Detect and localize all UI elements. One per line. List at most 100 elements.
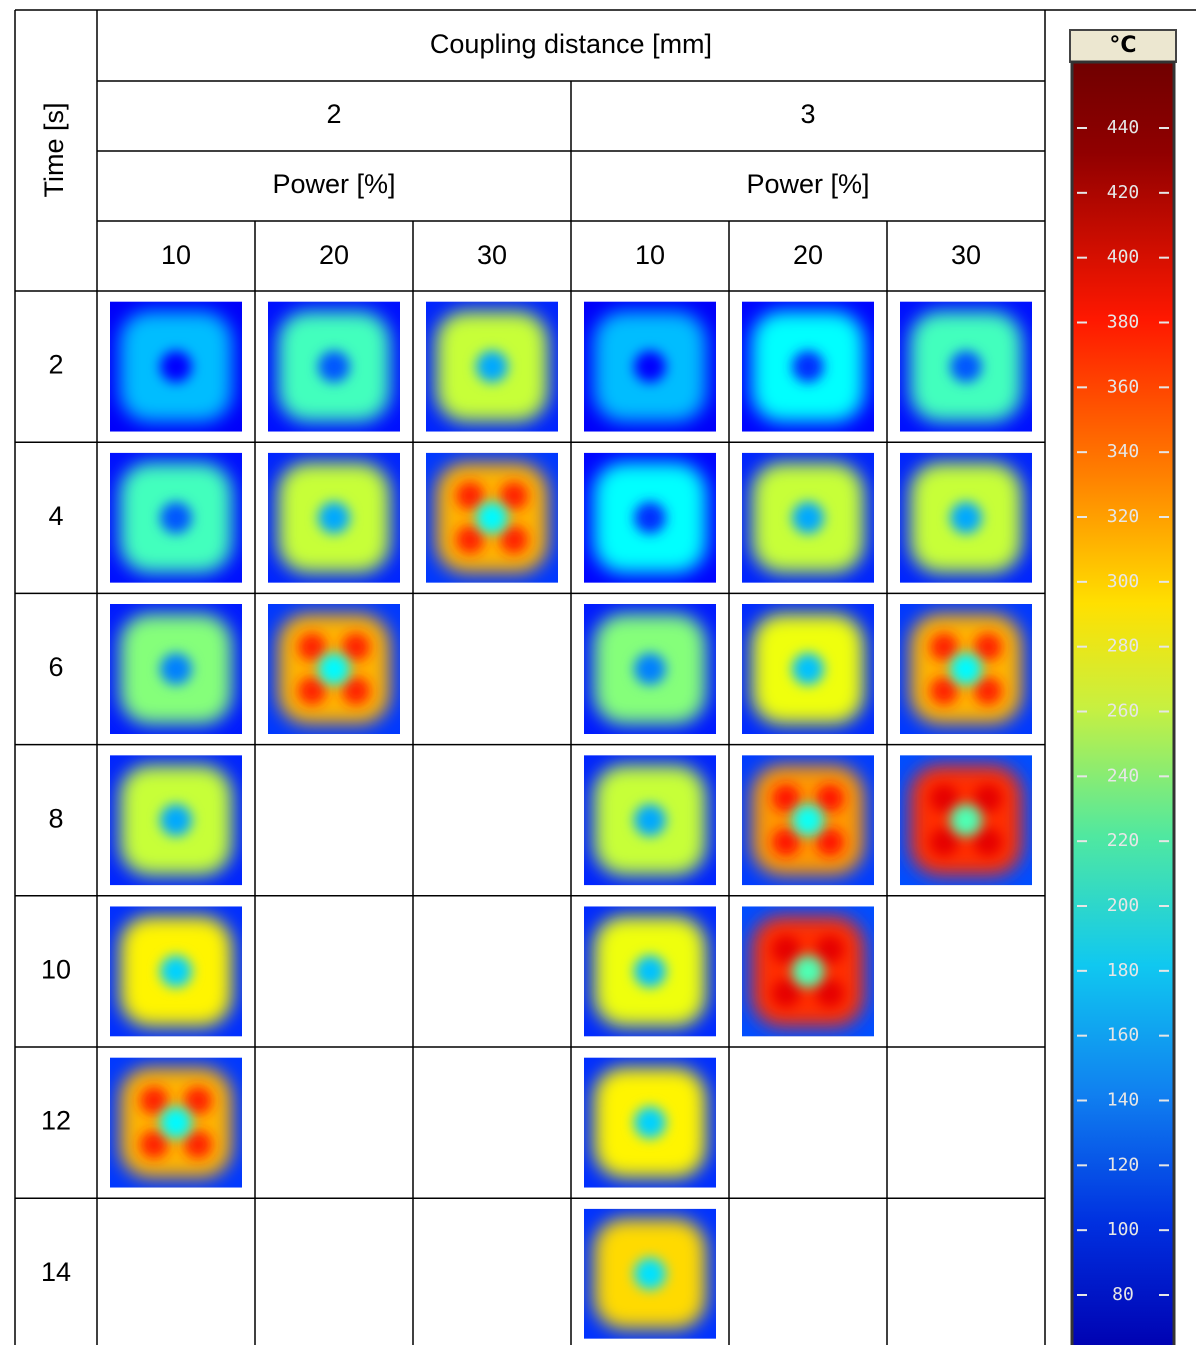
column-label: 20 bbox=[793, 240, 823, 270]
thermal-content bbox=[426, 302, 558, 432]
tick-label: 140 bbox=[1107, 1090, 1140, 1111]
thermal-image bbox=[268, 302, 400, 432]
tick-label: 440 bbox=[1107, 117, 1140, 138]
thermal-content bbox=[900, 755, 1032, 885]
hot-spot bbox=[930, 677, 958, 705]
thermal-content bbox=[268, 604, 400, 734]
thermal-image bbox=[110, 906, 242, 1036]
thermal-core bbox=[950, 653, 982, 685]
thermal-content bbox=[584, 1058, 716, 1188]
thermal-content bbox=[742, 906, 874, 1036]
row-label: 2 bbox=[48, 350, 63, 380]
thermal-core bbox=[476, 502, 508, 534]
thermal-image bbox=[742, 302, 874, 432]
hot-spot bbox=[772, 935, 800, 963]
row-axis-title: Time [s] bbox=[39, 102, 69, 197]
hot-spot bbox=[816, 828, 844, 856]
tick-label: 80 bbox=[1112, 1284, 1134, 1305]
thermal-image bbox=[900, 604, 1032, 734]
hot-spot bbox=[974, 784, 1002, 812]
thermal-content bbox=[900, 302, 1032, 432]
column-label: 10 bbox=[161, 240, 191, 270]
thermal-image bbox=[110, 453, 242, 583]
tick-label: 400 bbox=[1107, 247, 1140, 268]
hot-spot bbox=[456, 526, 484, 554]
group-subheader: Power [%] bbox=[746, 169, 869, 199]
thermal-core bbox=[160, 804, 192, 836]
thermal-core bbox=[792, 351, 824, 383]
row-label: 8 bbox=[48, 803, 63, 833]
thermal-image bbox=[900, 755, 1032, 885]
hot-spot bbox=[500, 482, 528, 510]
colorbar-unit: °C bbox=[1109, 33, 1136, 58]
group-subheader: Power [%] bbox=[272, 169, 395, 199]
thermal-image bbox=[742, 453, 874, 583]
thermal-core bbox=[318, 351, 350, 383]
thermal-core bbox=[318, 653, 350, 685]
hot-spot bbox=[500, 526, 528, 554]
tick-label: 100 bbox=[1107, 1219, 1140, 1240]
column-label: 10 bbox=[635, 240, 665, 270]
thermal-content bbox=[900, 604, 1032, 734]
thermal-core bbox=[950, 351, 982, 383]
thermal-content bbox=[584, 906, 716, 1036]
thermal-content bbox=[742, 453, 874, 583]
thermal-content bbox=[110, 302, 242, 432]
thermal-core bbox=[792, 955, 824, 987]
thermal-content bbox=[110, 453, 242, 583]
thermal-content bbox=[742, 302, 874, 432]
hot-spot bbox=[930, 784, 958, 812]
thermal-core bbox=[792, 502, 824, 534]
column-label: 20 bbox=[319, 240, 349, 270]
thermal-core bbox=[634, 1107, 666, 1139]
tick-label: 180 bbox=[1107, 960, 1140, 981]
thermal-image bbox=[584, 1209, 716, 1339]
thermal-core bbox=[160, 955, 192, 987]
page: {"header": {"row_axis": "Time [s]", "col… bbox=[0, 0, 1196, 1345]
hot-spot bbox=[816, 935, 844, 963]
hot-spot bbox=[456, 482, 484, 510]
thermal-image bbox=[110, 302, 242, 432]
group-label: 3 bbox=[800, 99, 815, 129]
hot-spot bbox=[772, 828, 800, 856]
thermal-image bbox=[584, 302, 716, 432]
hot-spot bbox=[342, 677, 370, 705]
row-label: 4 bbox=[48, 501, 63, 531]
column-label: 30 bbox=[477, 240, 507, 270]
thermal-content bbox=[426, 453, 558, 583]
tick-label: 380 bbox=[1107, 312, 1140, 333]
thermal-content bbox=[742, 755, 874, 885]
hot-spot bbox=[772, 784, 800, 812]
thermal-image bbox=[584, 755, 716, 885]
thermal-core bbox=[634, 653, 666, 685]
hot-spot bbox=[184, 1131, 212, 1159]
hot-spot bbox=[930, 633, 958, 661]
thermal-image bbox=[900, 453, 1032, 583]
group-label: 2 bbox=[326, 99, 341, 129]
tick-label: 420 bbox=[1107, 182, 1140, 203]
tick-label: 220 bbox=[1107, 830, 1140, 851]
hot-spot bbox=[772, 979, 800, 1007]
thermal-image bbox=[742, 755, 874, 885]
tick-label: 160 bbox=[1107, 1025, 1140, 1046]
row-label: 10 bbox=[41, 955, 71, 985]
tick-label: 300 bbox=[1107, 571, 1140, 592]
tick-label: 120 bbox=[1107, 1154, 1140, 1175]
thermal-core bbox=[634, 351, 666, 383]
thermal-image bbox=[584, 604, 716, 734]
hot-spot bbox=[184, 1087, 212, 1115]
thermal-image bbox=[268, 453, 400, 583]
thermal-content bbox=[110, 755, 242, 885]
thermal-image bbox=[584, 453, 716, 583]
column-axis-title: Coupling distance [mm] bbox=[430, 29, 712, 59]
hot-spot bbox=[140, 1087, 168, 1115]
tick-label: 260 bbox=[1107, 701, 1140, 722]
thermal-content bbox=[584, 755, 716, 885]
thermal-core bbox=[634, 1258, 666, 1290]
hot-spot bbox=[298, 633, 326, 661]
thermal-image bbox=[742, 604, 874, 734]
thermal-image bbox=[426, 453, 558, 583]
thermal-core bbox=[634, 804, 666, 836]
thermal-image bbox=[742, 906, 874, 1036]
thermal-content bbox=[584, 302, 716, 432]
